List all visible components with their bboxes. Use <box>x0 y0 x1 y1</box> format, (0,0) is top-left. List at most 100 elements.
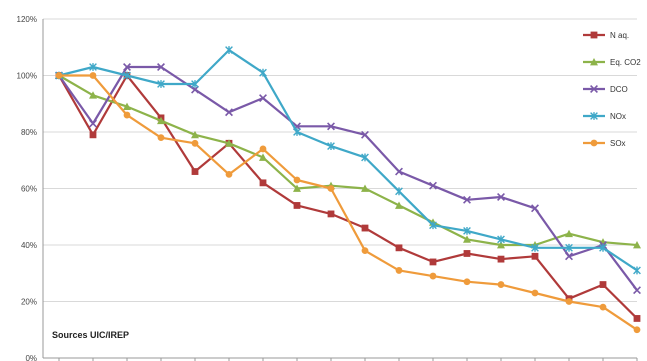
data-point <box>259 94 267 103</box>
data-point <box>599 281 607 288</box>
data-point <box>225 108 233 117</box>
data-point <box>463 226 471 235</box>
data-point <box>327 210 335 218</box>
data-point <box>157 63 165 71</box>
data-point <box>429 258 437 266</box>
data-point <box>327 122 335 131</box>
data-point <box>590 112 598 120</box>
data-point <box>225 139 233 147</box>
y-tick-label: 0% <box>25 354 37 361</box>
data-point <box>531 243 539 252</box>
series-n-aq- <box>55 72 641 322</box>
data-point <box>395 244 403 252</box>
data-point <box>599 303 607 311</box>
legend-label: Eq. CO2 <box>610 58 641 67</box>
data-point <box>123 111 131 119</box>
data-point <box>259 68 267 77</box>
data-point <box>463 195 471 204</box>
series-line <box>58 74 638 320</box>
y-tick-label: 100% <box>17 72 37 81</box>
data-point <box>497 241 505 249</box>
source-annotation: Sources UIC/IREP <box>52 330 129 340</box>
legend-label: SOx <box>610 139 626 148</box>
data-point <box>590 139 598 147</box>
data-point <box>565 243 573 252</box>
data-point <box>191 80 199 88</box>
series-line <box>58 48 638 272</box>
data-point <box>191 168 199 175</box>
data-point <box>259 153 267 161</box>
data-point <box>293 184 301 192</box>
data-point <box>89 91 97 99</box>
data-point <box>123 102 131 110</box>
data-point <box>259 179 267 187</box>
data-point <box>463 250 471 257</box>
data-point <box>361 130 369 139</box>
data-point <box>497 255 505 263</box>
series-line <box>59 74 638 331</box>
data-point <box>157 116 165 125</box>
axes <box>42 19 637 359</box>
data-point <box>633 315 641 322</box>
data-point <box>565 298 573 305</box>
data-point <box>565 252 573 261</box>
legend-label: N aq. <box>610 31 629 40</box>
data-point <box>531 252 539 260</box>
data-point <box>293 176 301 184</box>
series-line <box>58 65 638 291</box>
legend-item: N aq. <box>583 31 629 40</box>
data-point <box>361 153 369 162</box>
legend-item: Eq. CO2 <box>583 58 641 67</box>
data-point <box>429 272 437 280</box>
data-point <box>157 80 165 88</box>
data-point <box>531 204 539 213</box>
data-point <box>89 63 97 71</box>
data-point <box>157 134 165 142</box>
data-point <box>361 184 369 192</box>
y-axis-ticks: 0% 20% 40% 60% 80% 100% 120% <box>17 15 37 361</box>
data-point <box>327 142 335 151</box>
data-point <box>395 167 403 176</box>
series-line <box>58 74 638 247</box>
data-point <box>89 119 97 128</box>
y-tick-label: 120% <box>17 15 37 24</box>
data-point <box>361 224 369 232</box>
legend-item: DCO <box>583 85 628 94</box>
data-point <box>225 46 233 54</box>
data-point <box>633 266 641 275</box>
series-sox <box>55 72 641 334</box>
data-point <box>633 241 641 249</box>
data-point <box>497 193 505 201</box>
legend-label: NOx <box>610 112 626 121</box>
y-tick-label: 40% <box>21 241 37 250</box>
legend: N aq. Eq. CO2 DCO NOx SOx <box>583 31 641 148</box>
data-point <box>633 326 641 334</box>
series-dco <box>55 63 641 295</box>
data-point <box>395 187 403 196</box>
data-point <box>89 72 97 79</box>
y-tick-label: 20% <box>21 298 37 307</box>
data-point <box>327 185 335 192</box>
data-point <box>191 130 199 139</box>
data-point <box>531 289 539 297</box>
data-point <box>293 128 301 136</box>
series-group <box>55 46 641 334</box>
legend-item: NOx <box>583 112 626 121</box>
data-point <box>225 170 233 178</box>
data-point <box>395 201 403 209</box>
legend-item: SOx <box>583 139 626 148</box>
data-point <box>633 286 641 295</box>
data-point <box>463 235 471 243</box>
legend-label: DCO <box>610 85 628 94</box>
data-point <box>497 235 505 244</box>
data-point <box>123 71 131 80</box>
grid-lines <box>43 18 637 359</box>
data-point <box>89 131 97 139</box>
y-tick-label: 60% <box>21 185 37 194</box>
data-point <box>191 85 199 94</box>
data-point <box>590 85 598 93</box>
data-point <box>191 139 199 147</box>
data-point <box>361 247 369 255</box>
data-point <box>259 145 267 153</box>
